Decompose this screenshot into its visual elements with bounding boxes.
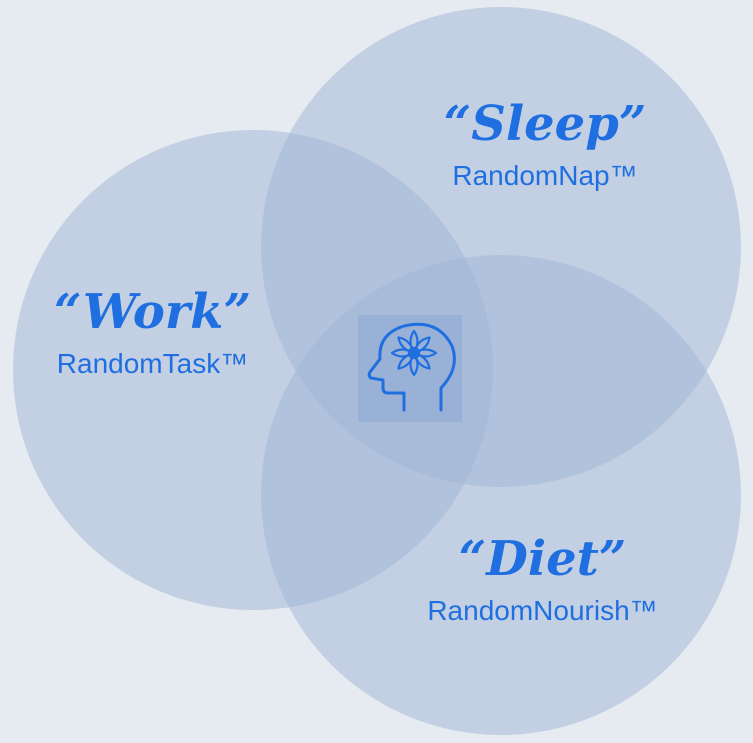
work-subtitle: RandomTask™ xyxy=(56,348,249,379)
sleep-subtitle: RandomNap™ xyxy=(452,160,638,191)
circle-diet xyxy=(261,255,741,735)
diet-subtitle: RandomNourish™ xyxy=(427,595,658,626)
work-label-group: “Work” RandomTask™ xyxy=(0,288,305,378)
diet-label-group: “Diet” RandomNourish™ xyxy=(390,535,695,625)
work-title: “Work” xyxy=(53,284,252,340)
head-lotus-icon xyxy=(358,315,462,422)
sleep-title: “Sleep” xyxy=(443,96,647,152)
sleep-label-group: “Sleep” RandomNap™ xyxy=(395,100,695,190)
diet-title: “Diet” xyxy=(458,531,627,587)
